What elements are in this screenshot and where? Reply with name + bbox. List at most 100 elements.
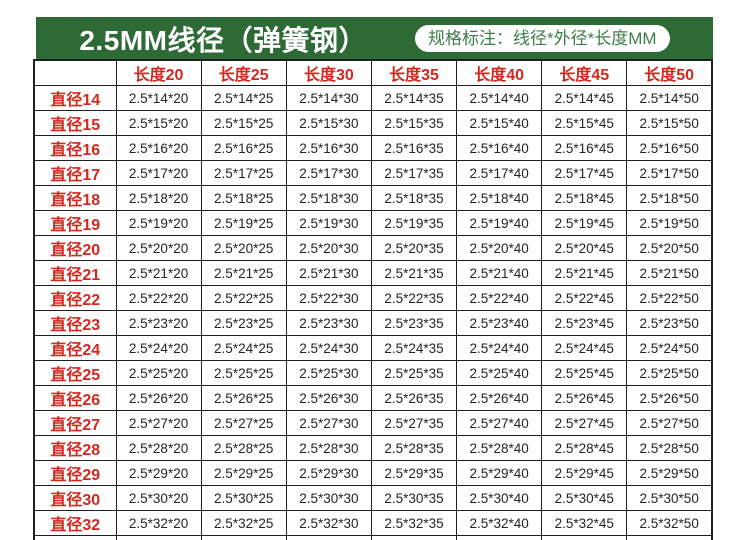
- spec-cell: 2.5*17*30: [285, 160, 372, 186]
- spec-cell: 2.5*20*25: [200, 235, 287, 261]
- spec-cell: 2.5*28*40: [456, 435, 543, 461]
- table-row: 直径32 2.5*32*20 2.5*32*25 2.5*32*30 2.5*32*35…: [33, 510, 713, 536]
- spec-cell: 2.5*26*35: [370, 385, 458, 411]
- spec-cell: 2.5*34*40: [456, 535, 543, 540]
- spec-cell: 2.5*16*35: [370, 135, 458, 161]
- header-banner: 2.5MM线径（弹簧钢） 规格标注：线径*外径*长度MM: [36, 17, 713, 60]
- table-body: 直径14 2.5*14*20 2.5*14*25 2.5*14*30 2.5*14*35…: [33, 85, 713, 540]
- spec-cell: 2.5*17*35: [370, 160, 458, 186]
- spec-cell: 2.5*24*30: [285, 335, 372, 361]
- row-header: 直径24: [33, 335, 117, 361]
- table-row: 直径19 2.5*19*20 2.5*19*25 2.5*19*30 2.5*19*35…: [33, 210, 713, 236]
- row-header: 直径32: [33, 510, 117, 536]
- spec-cell: 2.5*28*45: [541, 435, 628, 461]
- spec-cell: 2.5*29*50: [626, 460, 713, 486]
- spec-cell: 2.5*16*45: [541, 135, 628, 161]
- spec-cell: 2.5*17*20: [115, 160, 202, 186]
- spec-cell: 2.5*18*50: [626, 185, 713, 211]
- spec-cell: 2.5*29*25: [200, 460, 287, 486]
- spec-cell: 2.5*15*25: [200, 110, 287, 136]
- spec-cell: 2.5*22*40: [456, 285, 543, 311]
- spec-cell: 2.5*14*30: [285, 85, 372, 111]
- spec-cell: 2.5*15*50: [626, 110, 713, 136]
- table-row: 直径27 2.5*27*20 2.5*27*25 2.5*27*30 2.5*27*35…: [33, 410, 713, 436]
- spec-cell: 2.5*16*50: [626, 135, 713, 161]
- spec-cell: 2.5*27*25: [200, 410, 287, 436]
- spec-cell: 2.5*15*20: [115, 110, 202, 136]
- spec-cell: 2.5*23*25: [200, 310, 287, 336]
- spec-cell: 2.5*23*50: [626, 310, 713, 336]
- spec-cell: 2.5*34*25: [200, 535, 287, 540]
- spec-cell: 2.5*30*35: [370, 485, 458, 511]
- spec-cell: 2.5*26*20: [115, 385, 202, 411]
- spec-cell: 2.5*19*25: [200, 210, 287, 236]
- spec-cell: 2.5*18*25: [200, 185, 287, 211]
- table-row: 直径16 2.5*16*20 2.5*16*25 2.5*16*30 2.5*16*35…: [33, 135, 713, 161]
- table-row: 直径23 2.5*23*20 2.5*23*25 2.5*23*30 2.5*23*35…: [33, 310, 713, 336]
- spec-cell: 2.5*16*40: [456, 135, 543, 161]
- spec-cell: 2.5*24*45: [541, 335, 628, 361]
- spec-cell: 2.5*32*40: [456, 510, 543, 536]
- table-head-row: 长度20 长度25 长度30 长度35 长度40 长度45 长度50: [33, 59, 713, 86]
- spec-table: 长度20 长度25 长度30 长度35 长度40 长度45 长度50 直径14 2.5*14*…: [33, 59, 713, 540]
- table-row: 直径30 2.5*30*20 2.5*30*25 2.5*30*30 2.5*30*35…: [33, 485, 713, 511]
- spec-cell: 2.5*22*30: [285, 285, 372, 311]
- spec-note-badge: 规格标注：线径*外径*长度MM: [415, 25, 670, 52]
- row-header: 直径15: [33, 110, 117, 136]
- spec-cell: 2.5*19*50: [626, 210, 713, 236]
- row-header: 直径16: [33, 135, 117, 161]
- spec-cell: 2.5*27*30: [285, 410, 372, 436]
- spec-cell: 2.5*32*25: [200, 510, 287, 536]
- spec-cell: 2.5*24*35: [370, 335, 458, 361]
- spec-cell: 2.5*29*40: [456, 460, 543, 486]
- spec-cell: 2.5*30*20: [115, 485, 202, 511]
- table-row: 直径22 2.5*22*20 2.5*22*25 2.5*22*30 2.5*22*35…: [33, 285, 713, 311]
- table-row: 直径21 2.5*21*20 2.5*21*25 2.5*21*30 2.5*21*35…: [33, 260, 713, 286]
- spec-cell: 2.5*15*40: [456, 110, 543, 136]
- spec-cell: 2.5*23*35: [370, 310, 458, 336]
- table-row: 直径18 2.5*18*20 2.5*18*25 2.5*18*30 2.5*18*35…: [33, 185, 713, 211]
- row-header: 直径25: [33, 360, 117, 386]
- spec-cell: 2.5*24*20: [115, 335, 202, 361]
- spec-cell: 2.5*27*20: [115, 410, 202, 436]
- spec-cell: 2.5*29*20: [115, 460, 202, 486]
- row-header: 直径30: [33, 485, 117, 511]
- spec-cell: 2.5*20*35: [370, 235, 458, 261]
- spec-cell: 2.5*25*25: [200, 360, 287, 386]
- spec-cell: 2.5*32*30: [285, 510, 372, 536]
- spec-cell: 2.5*23*45: [541, 310, 628, 336]
- row-header: 直径19: [33, 210, 117, 236]
- spec-cell: 2.5*28*30: [285, 435, 372, 461]
- spec-cell: 2.5*14*40: [456, 85, 543, 111]
- table-row: 直径15 2.5*15*20 2.5*15*25 2.5*15*30 2.5*15*35…: [33, 110, 713, 136]
- spec-cell: 2.5*27*50: [626, 410, 713, 436]
- column-header: 长度35: [370, 59, 458, 86]
- row-header: 直径17: [33, 160, 117, 186]
- spec-cell: 2.5*22*45: [541, 285, 628, 311]
- spec-cell: 2.5*18*35: [370, 185, 458, 211]
- spec-cell: 2.5*19*30: [285, 210, 372, 236]
- column-header: 长度25: [200, 59, 287, 86]
- spec-cell: 2.5*32*45: [541, 510, 628, 536]
- spec-cell: 2.5*19*40: [456, 210, 543, 236]
- spec-cell: 2.5*28*50: [626, 435, 713, 461]
- row-header: 直径21: [33, 260, 117, 286]
- spec-cell: 2.5*21*50: [626, 260, 713, 286]
- spec-cell: 2.5*32*35: [370, 510, 458, 536]
- row-header: 直径27: [33, 410, 117, 436]
- table-row: 直径28 2.5*28*20 2.5*28*25 2.5*28*30 2.5*28*35…: [33, 435, 713, 461]
- spec-cell: 2.5*26*50: [626, 385, 713, 411]
- table-row: 直径29 2.5*29*20 2.5*29*25 2.5*29*30 2.5*29*35…: [33, 460, 713, 486]
- spec-cell: 2.5*26*25: [200, 385, 287, 411]
- spec-cell: 2.5*30*25: [200, 485, 287, 511]
- row-header: 直径28: [33, 435, 117, 461]
- spec-cell: 2.5*34*45: [541, 535, 628, 540]
- spec-cell: 2.5*26*45: [541, 385, 628, 411]
- spec-cell: 2.5*17*40: [456, 160, 543, 186]
- spec-cell: 2.5*15*35: [370, 110, 458, 136]
- column-header: 长度20: [115, 59, 202, 86]
- spec-cell: 2.5*22*50: [626, 285, 713, 311]
- spec-cell: 2.5*17*50: [626, 160, 713, 186]
- row-header: 直径34: [33, 535, 117, 540]
- spec-cell: 2.5*14*35: [370, 85, 458, 111]
